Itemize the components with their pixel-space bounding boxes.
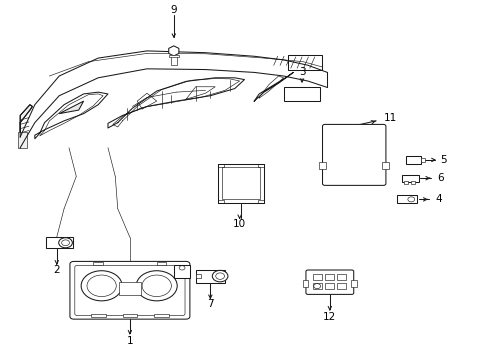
Circle shape [59,238,72,248]
Bar [325,274,333,280]
Bar [312,274,321,280]
Text: 7: 7 [206,299,213,309]
Polygon shape [168,46,179,56]
Circle shape [212,270,227,282]
Bar [195,274,200,278]
Bar [312,283,321,289]
Bar [46,237,73,248]
Bar [401,175,418,182]
Bar [170,56,176,64]
Bar [396,195,416,203]
Bar [382,162,388,169]
Bar [18,132,26,148]
Bar [258,200,264,203]
Bar [283,87,320,101]
Bar [258,164,264,167]
Text: 6: 6 [437,173,444,183]
FancyBboxPatch shape [70,261,189,319]
Bar [350,280,356,287]
Bar [154,314,168,318]
Bar [410,181,414,184]
Bar [406,156,420,164]
Bar [404,181,407,184]
Bar [221,167,260,199]
Text: 9: 9 [170,5,177,15]
Bar [217,164,264,203]
FancyBboxPatch shape [305,270,353,294]
Text: 11: 11 [384,113,397,123]
Text: 10: 10 [233,219,245,229]
Circle shape [81,271,122,301]
Bar [303,280,308,287]
Bar [336,274,345,280]
Text: 1: 1 [126,336,133,346]
Bar [336,283,345,289]
Bar [217,200,223,203]
Text: 3: 3 [298,67,305,77]
Bar [288,55,321,69]
Bar [91,314,105,318]
Text: 8: 8 [175,296,182,306]
Bar [420,158,424,162]
Text: 4: 4 [434,194,441,204]
Polygon shape [59,101,83,114]
Bar [122,314,137,318]
Bar [119,282,141,295]
FancyBboxPatch shape [322,125,385,185]
Bar [93,262,103,265]
Text: 2: 2 [53,265,60,275]
Bar [157,262,166,265]
Bar [319,162,325,169]
Bar [325,283,333,289]
Polygon shape [20,105,32,137]
Bar [168,55,178,57]
Bar [174,265,189,278]
Bar [217,164,223,167]
Text: 12: 12 [323,312,336,322]
Bar [195,270,224,283]
Text: 5: 5 [439,155,446,165]
Circle shape [136,271,177,301]
